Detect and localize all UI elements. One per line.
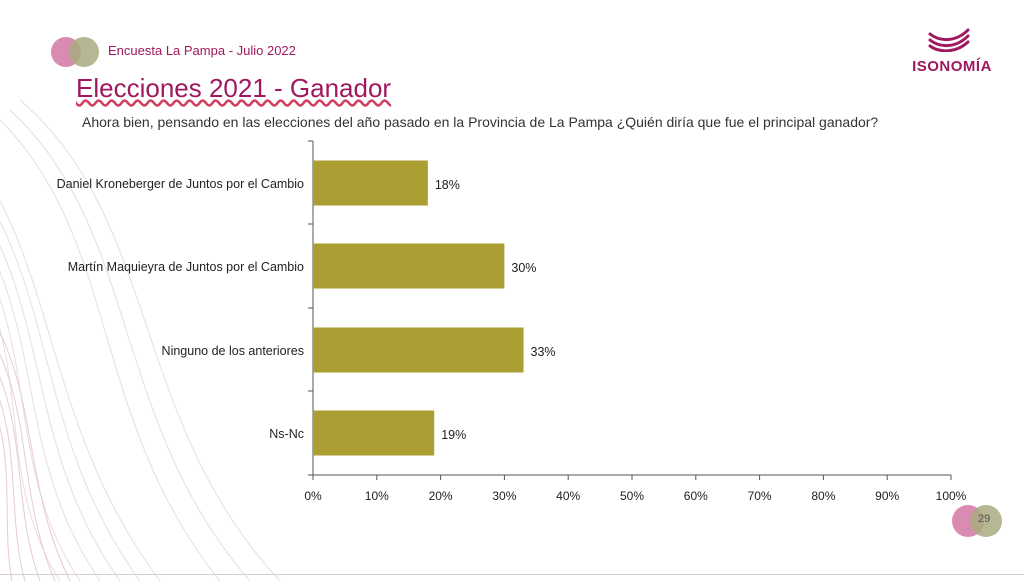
x-tick-label: 50% (620, 489, 644, 503)
bar (313, 243, 505, 289)
x-tick-label: 40% (556, 489, 580, 503)
page-number-circles-icon (952, 505, 1002, 537)
x-tick-label: 90% (875, 489, 899, 503)
survey-question: Ahora bien, pensando en las elecciones d… (82, 114, 879, 130)
isonomia-logo: ISONOMÍA (902, 26, 1002, 82)
x-tick-label: 0% (304, 489, 322, 503)
x-tick-label: 20% (429, 489, 453, 503)
bar (313, 327, 524, 373)
category-label: Daniel Kroneberger de Juntos por el Camb… (57, 177, 304, 191)
page-number: 29 (978, 513, 991, 525)
value-label: 19% (441, 428, 466, 442)
value-label: 33% (531, 345, 556, 359)
isonomia-waves-icon (928, 28, 970, 52)
value-label: 30% (511, 261, 536, 275)
category-label: Ns-Nc (269, 427, 304, 441)
bottom-divider (0, 574, 1024, 575)
category-label: Ninguno de los anteriores (162, 344, 304, 358)
x-tick-label: 80% (811, 489, 835, 503)
x-tick-label: 30% (492, 489, 516, 503)
bar (313, 160, 428, 206)
survey-name: Encuesta La Pampa - Julio 2022 (108, 43, 296, 58)
survey-logo-circles-icon (51, 37, 99, 67)
x-tick-label: 70% (748, 489, 772, 503)
category-label: Martín Maquieyra de Juntos por el Cambio (68, 260, 304, 274)
x-tick-label: 60% (684, 489, 708, 503)
bar (313, 410, 435, 456)
decorative-swirl-lines (0, 99, 281, 581)
x-tick-label: 10% (365, 489, 389, 503)
page-title: Elecciones 2021 - Ganador (76, 73, 392, 103)
brand-name: ISONOMÍA (912, 58, 992, 75)
value-label: 18% (435, 178, 460, 192)
x-tick-label: 100% (936, 489, 967, 503)
